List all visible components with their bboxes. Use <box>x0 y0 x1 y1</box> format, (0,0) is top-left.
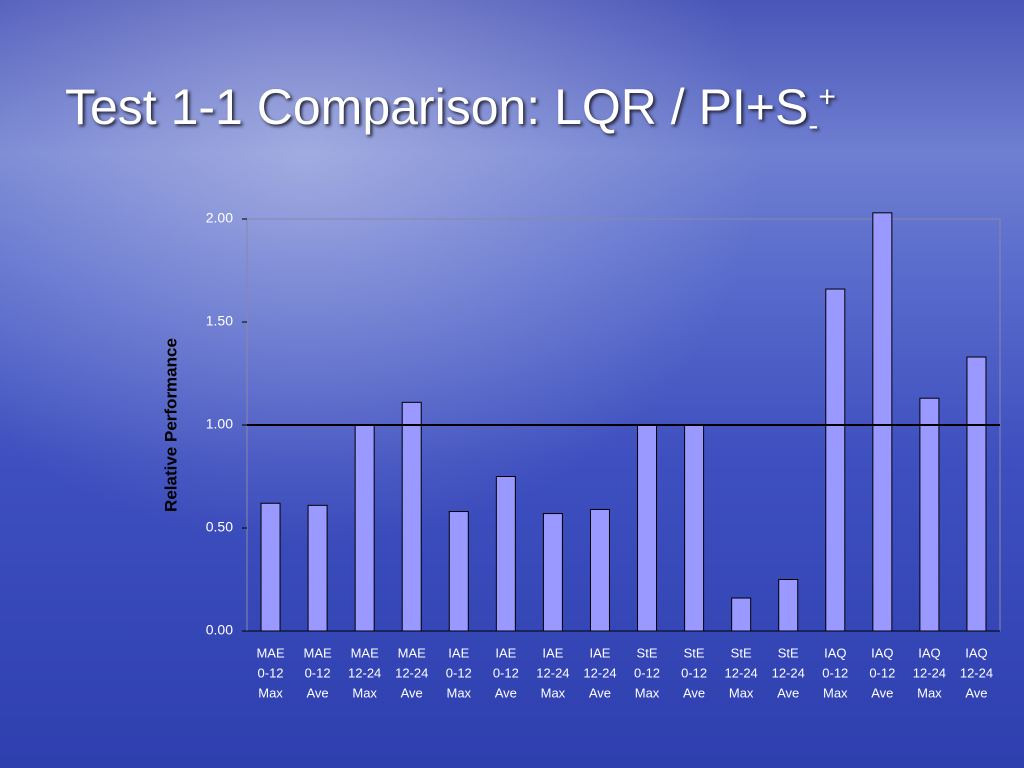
y-axis-label: Relative Performance <box>161 338 180 512</box>
bar <box>919 397 940 632</box>
x-tick-label: IAQ <box>871 645 893 660</box>
x-tick-label: StE <box>637 645 658 660</box>
x-tick-label: 0-12 <box>258 665 284 680</box>
x-tick-label: IAE <box>495 645 516 660</box>
x-tick-label: IAQ <box>824 645 846 660</box>
x-tick-label: IAQ <box>965 645 987 660</box>
x-tick-label: 12-24 <box>725 665 758 680</box>
x-tick-label: Ave <box>683 685 705 700</box>
x-tick-label: Ave <box>777 685 799 700</box>
bar <box>731 597 752 632</box>
y-tick-label: 2.00 <box>206 210 233 226</box>
bar <box>778 579 799 632</box>
bar <box>637 424 658 632</box>
x-tick-label: 0-12 <box>305 665 331 680</box>
x-tick-label: 0-12 <box>634 665 660 680</box>
y-tick-label: 0.00 <box>206 622 233 638</box>
x-tick-label: Ave <box>495 685 517 700</box>
x-tick-label: 12-24 <box>348 665 381 680</box>
x-tick-label: 0-12 <box>822 665 848 680</box>
bar <box>354 424 375 632</box>
x-tick-label: IAE <box>589 645 610 660</box>
x-tick-label: Max <box>541 685 566 700</box>
x-tick-label: 0-12 <box>493 665 519 680</box>
x-tick-label: 12-24 <box>913 665 946 680</box>
x-tick-label: Max <box>258 685 283 700</box>
x-tick-label: 0-12 <box>681 665 707 680</box>
x-tick-label: Ave <box>965 685 987 700</box>
x-tick-label: Max <box>823 685 848 700</box>
x-tick-label: StE <box>731 645 752 660</box>
slide-title: Test 1-1 Comparison: LQR / PI+S-+ <box>65 78 836 143</box>
x-tick-label: 0-12 <box>869 665 895 680</box>
x-tick-label: MAE <box>304 645 333 660</box>
x-tick-label: MAE <box>351 645 380 660</box>
x-tick-label: Max <box>729 685 754 700</box>
bar <box>589 508 610 632</box>
y-tick-label: 1.00 <box>206 416 233 432</box>
bar <box>448 511 469 632</box>
bar <box>825 288 846 632</box>
x-tick-label: Ave <box>307 685 329 700</box>
x-tick-label: StE <box>684 645 705 660</box>
bar <box>872 212 893 632</box>
bar <box>401 401 422 632</box>
x-tick-label: StE <box>778 645 799 660</box>
x-tick-label: 0-12 <box>446 665 472 680</box>
x-tick-label: 12-24 <box>536 665 569 680</box>
x-tick-label: 12-24 <box>960 665 993 680</box>
y-tick-label: 0.50 <box>206 519 233 535</box>
x-tick-label: Max <box>635 685 660 700</box>
title-subscript: - <box>808 109 819 142</box>
x-tick-label: 12-24 <box>772 665 805 680</box>
x-tick-label: Max <box>352 685 377 700</box>
x-tick-label: Ave <box>871 685 893 700</box>
y-tick-label: 1.50 <box>206 313 233 329</box>
bar <box>684 424 705 632</box>
x-tick-label: Max <box>447 685 472 700</box>
x-tick-label: Ave <box>401 685 423 700</box>
bar <box>307 504 328 632</box>
x-tick-label: MAE <box>398 645 427 660</box>
x-tick-label: Max <box>917 685 942 700</box>
x-tick-label: 12-24 <box>395 665 428 680</box>
bar <box>966 356 987 632</box>
title-superscript: + <box>818 80 836 114</box>
bar <box>495 476 516 632</box>
x-tick-label: Ave <box>589 685 611 700</box>
x-tick-label: IAQ <box>918 645 940 660</box>
x-tick-label: IAE <box>448 645 469 660</box>
bar <box>260 502 281 632</box>
title-text: Test 1-1 Comparison: LQR / PI+S <box>65 79 809 135</box>
x-tick-label: 12-24 <box>583 665 616 680</box>
bar <box>542 513 563 632</box>
x-tick-label: MAE <box>256 645 285 660</box>
x-tick-label: IAE <box>542 645 563 660</box>
